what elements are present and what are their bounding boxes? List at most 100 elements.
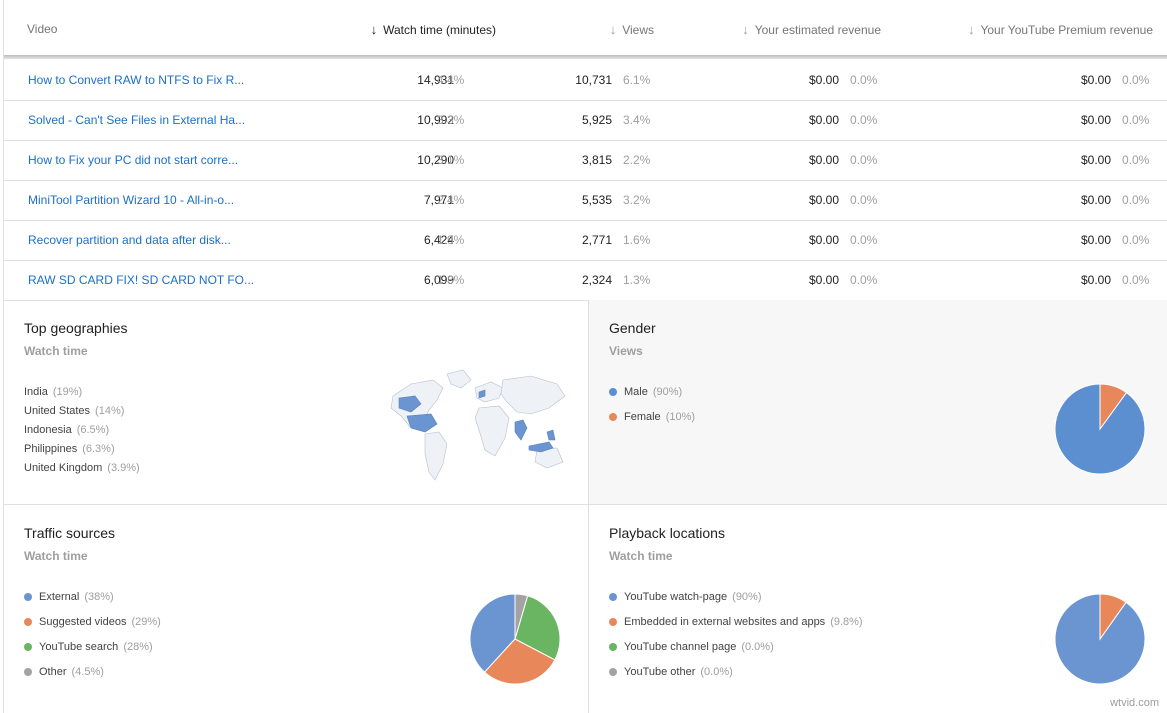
rev-cell: $0.00 [808, 273, 839, 287]
traffic-legend: External (38%) Suggested videos (29%) YouTub… [24, 584, 161, 684]
geo-subtitle: Watch time [24, 344, 88, 358]
sort-down-arrow-icon: ↓ [370, 22, 378, 37]
legend-item: YouTube channel page (0.0%) [609, 634, 863, 659]
watch-cell: 7,971 [423, 193, 454, 207]
table-row: How to Convert RAW to NTFS to Fix R... 14… [4, 60, 1167, 101]
rev-cell: $0.00 [808, 233, 839, 247]
gender-legend: Male (90%) Female (10%) [609, 379, 695, 429]
views-cell: 5,535 [581, 193, 612, 207]
playback-legend: YouTube watch-page (90%) Embedded in exter… [609, 584, 863, 684]
legend-item: Other (4.5%) [24, 659, 161, 684]
playback-pie-chart [1054, 593, 1146, 685]
sort-down-arrow-icon: ↓ [609, 22, 617, 37]
geo-title: Top geographies [24, 320, 128, 336]
legend-label: Indonesia [24, 423, 72, 436]
video-title-link[interactable]: Recover partition and data after disk... [28, 233, 231, 247]
legend-dot [609, 617, 617, 626]
views-cell: 2,324 [581, 273, 612, 287]
prem-pct-cell: 0.0% [1122, 153, 1150, 167]
prem-cell: $0.00 [1080, 113, 1111, 127]
gender-pie-chart [1054, 383, 1146, 475]
legend-item: Male (90%) [609, 379, 695, 404]
pie-slice [1099, 593, 1127, 641]
legend-label: Philippines [24, 442, 78, 455]
panel-divider-vertical [588, 300, 589, 713]
views-cell: 10,731 [575, 73, 612, 87]
rev-cell: $0.00 [808, 73, 839, 87]
views-pct-cell: 1.3% [623, 273, 651, 287]
prem-pct-cell: 0.0% [1122, 113, 1150, 127]
prem-pct-cell: 0.0% [1122, 273, 1150, 287]
legend-item: United Kingdom (3.9%) [24, 458, 140, 477]
legend-value: (9.8%) [830, 615, 863, 628]
legend-value: (6.3%) [82, 442, 115, 455]
traffic-subtitle: Watch time [24, 549, 88, 563]
header-watch-time[interactable]: ↓ Watch time (minutes) [370, 22, 496, 37]
legend-label: India [24, 385, 48, 398]
watch-pct-cell: 4.4% [437, 73, 465, 87]
traffic-title: Traffic sources [24, 525, 116, 541]
watch-cell: 6,424 [423, 233, 454, 247]
video-title-link[interactable]: How to Convert RAW to NTFS to Fix R... [28, 73, 245, 87]
legend-item: Female (10%) [609, 404, 695, 429]
video-title-link[interactable]: RAW SD CARD FIX! SD CARD NOT FO... [28, 273, 255, 287]
legend-label: Other [39, 665, 67, 678]
playback-title: Playback locations [609, 525, 725, 541]
gender-subtitle: Views [609, 344, 643, 358]
table-row: Recover partition and data after disk...… [4, 220, 1167, 261]
prem-pct-cell: 0.0% [1122, 193, 1150, 207]
legend-item: India (19%) [24, 382, 140, 401]
legend-value: (38%) [84, 590, 114, 603]
legend-label: Female [624, 410, 661, 423]
watch-cell: 10,290 [417, 153, 454, 167]
legend-item: Embedded in external websites and apps (9… [609, 609, 863, 634]
watch-pct-cell: 2.4% [437, 193, 465, 207]
legend-item: External (38%) [24, 584, 161, 609]
legend-dot [609, 642, 617, 651]
sort-down-arrow-icon: ↓ [742, 22, 749, 37]
pie-slice [469, 593, 516, 673]
legend-dot [24, 667, 32, 676]
prem-cell: $0.00 [1080, 193, 1111, 207]
rev-pct-cell: 0.0% [850, 153, 878, 167]
legend-item: YouTube watch-page (90%) [609, 584, 863, 609]
legend-value: (0.0%) [700, 665, 733, 678]
video-title-link[interactable]: How to Fix your PC did not start corre..… [28, 153, 239, 167]
legend-dot [609, 412, 617, 421]
header-views[interactable]: ↓ Views [609, 22, 654, 37]
legend-value: (19%) [52, 385, 83, 398]
world-map-icon [390, 369, 566, 481]
legend-item: YouTube other (0.0%) [609, 659, 863, 684]
header-premium-revenue[interactable]: ↓ Your YouTube Premium revenue [967, 22, 1153, 37]
legend-dot [609, 387, 617, 396]
legend-label: YouTube search [39, 640, 119, 653]
legend-value: (14%) [95, 404, 125, 417]
watch-pct-cell: 1.8% [437, 273, 465, 287]
legend-label: YouTube channel page [624, 640, 737, 653]
legend-label: United States [24, 404, 91, 417]
views-cell: 2,771 [581, 233, 612, 247]
video-title-link[interactable]: MiniTool Partition Wizard 10 - All-in-o.… [28, 193, 235, 207]
rev-cell: $0.00 [808, 113, 839, 127]
table-header: Video ↓ Watch time (minutes) ↓ Views ↓ Y… [4, 0, 1167, 57]
header-video: Video [27, 22, 58, 36]
prem-cell: $0.00 [1080, 273, 1111, 287]
pie-slice [1099, 383, 1128, 431]
legend-label: Embedded in external websites and apps [624, 615, 826, 628]
views-pct-cell: 1.6% [623, 233, 651, 247]
views-pct-cell: 2.2% [623, 153, 651, 167]
legend-label: YouTube other [624, 665, 696, 678]
prem-pct-cell: 0.0% [1122, 233, 1150, 247]
prem-cell: $0.00 [1080, 153, 1111, 167]
legend-value: (28%) [123, 640, 153, 653]
legend-item: Philippines (6.3%) [24, 439, 140, 458]
video-title-link[interactable]: Solved - Can't See Files in External Ha.… [28, 113, 246, 127]
geo-list: India (19%) United States (14%) Indonesia (6.… [24, 382, 140, 477]
header-estimated-revenue[interactable]: ↓ Your estimated revenue [742, 22, 881, 37]
legend-label: Male [624, 385, 648, 398]
rev-pct-cell: 0.0% [850, 233, 878, 247]
watch-cell: 6,099 [423, 273, 454, 287]
legend-dot [24, 642, 32, 651]
gender-title: Gender [609, 320, 656, 336]
rev-cell: $0.00 [808, 153, 839, 167]
